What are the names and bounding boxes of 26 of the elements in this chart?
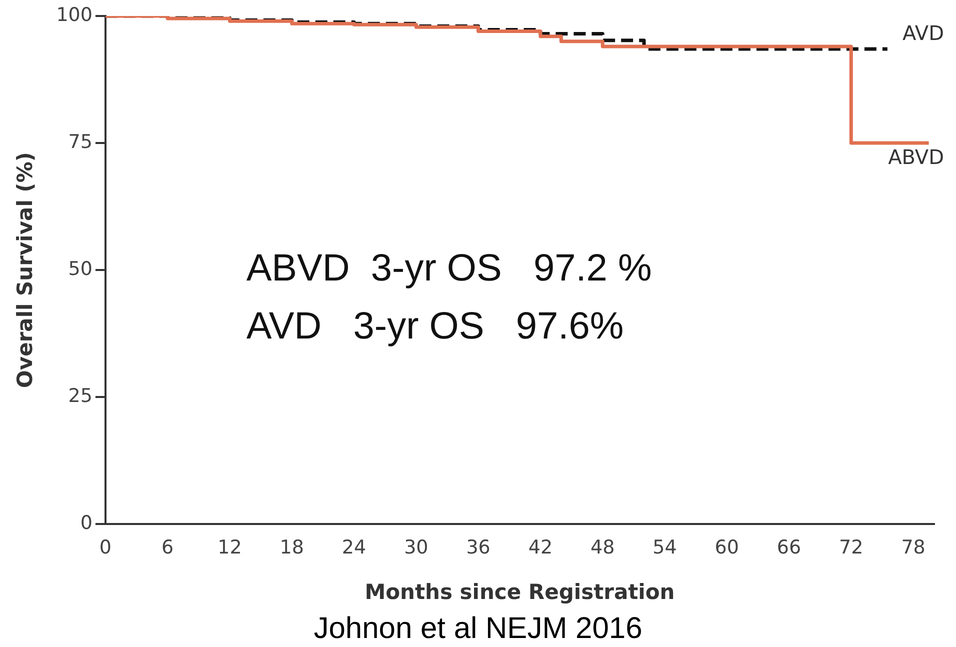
y-tick-label: 75: [68, 130, 92, 153]
x-tick-label: 48: [590, 536, 615, 558]
x-tick-label: 42: [528, 536, 553, 558]
x-tick-label: 12: [218, 536, 242, 558]
series-label: AVD: [902, 21, 944, 46]
x-tick-label: 0: [99, 536, 112, 558]
x-tick-label: 36: [466, 536, 490, 558]
y-tick-label: 50: [68, 258, 92, 280]
x-tick-label: 6: [162, 536, 174, 558]
x-axis-title: Months since Registration: [364, 580, 675, 604]
annotation: ABVD 3-yr OS 97.2 %: [246, 247, 652, 290]
x-tick-label: 66: [776, 536, 802, 558]
x-tick-label: 30: [404, 536, 428, 558]
text: Johnon et al NEJM 2016: [312, 612, 644, 646]
x-tick-label: 78: [901, 536, 926, 558]
x-tick-label: 18: [280, 536, 304, 558]
x-tick-label: 72: [839, 536, 864, 558]
x-tick-label: 24: [342, 536, 366, 558]
series-label: ABVD: [888, 145, 944, 170]
y-tick-label: 100: [56, 4, 92, 26]
y-axis-title: Overall Survival (%): [13, 152, 38, 388]
y-tick-label: 25: [68, 384, 92, 407]
y-tick-label: 0: [80, 512, 92, 534]
x-tick-label: 60: [714, 536, 739, 558]
x-tick-label: 54: [652, 536, 677, 558]
annotation: AVD 3-yr OS 97.6%: [246, 305, 624, 348]
